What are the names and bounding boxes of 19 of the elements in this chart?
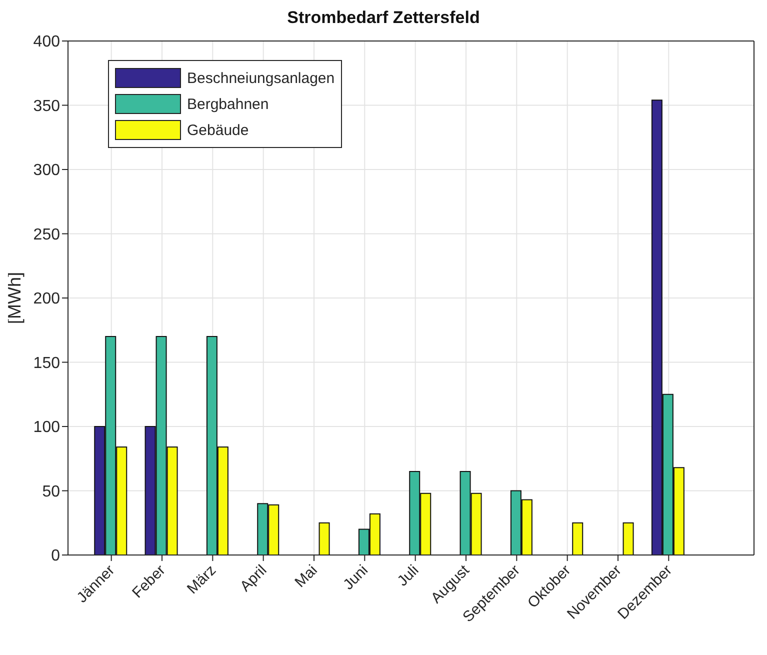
- y-tick-label: 200: [33, 290, 60, 308]
- chart-title: Strombedarf Zettersfeld: [286, 8, 481, 29]
- y-tick-label: 100: [33, 419, 60, 436]
- y-tick-label: 50: [42, 483, 60, 500]
- y-tick-label: 0: [51, 548, 60, 565]
- legend-label: Gebäude: [186, 120, 250, 140]
- x-tick-label: Juli: [394, 562, 422, 590]
- bar: [572, 522, 584, 555]
- bar: [318, 522, 330, 555]
- y-tick-label: 300: [33, 162, 60, 180]
- y-tick-label: 250: [33, 226, 60, 244]
- legend-label: Beschneiungsanlagen: [186, 68, 335, 88]
- y-tick-label: 350: [33, 98, 60, 115]
- x-tick-label: Mai: [292, 562, 321, 591]
- y-tick-label: 150: [33, 354, 60, 372]
- bar: [622, 522, 634, 555]
- x-tick-label: Juni: [340, 562, 372, 594]
- legend-label: Bergbahnen: [186, 94, 270, 114]
- y-tick-label: 400: [33, 34, 60, 51]
